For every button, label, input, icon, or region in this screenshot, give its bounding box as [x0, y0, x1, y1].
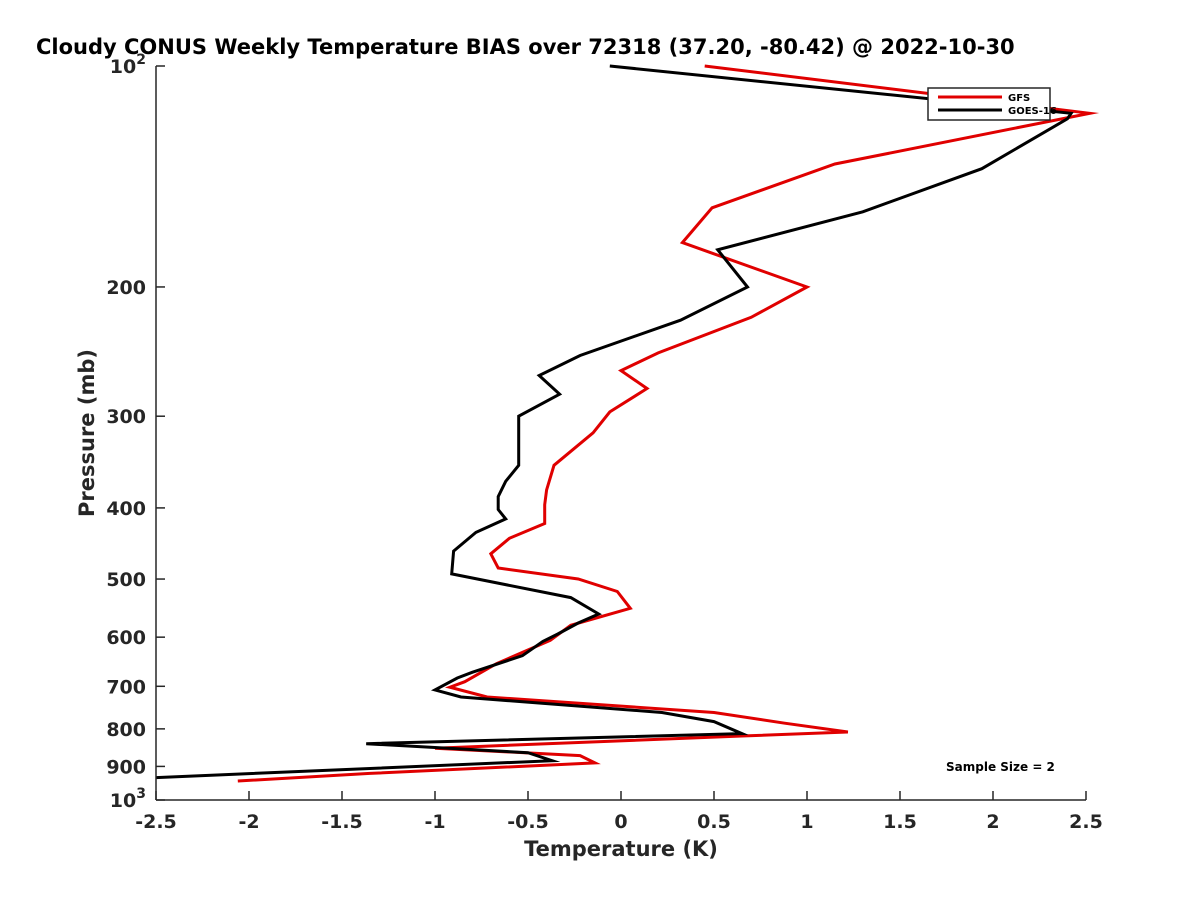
x-tick-label: -0.5: [507, 811, 549, 833]
x-tick-label: 0: [614, 811, 627, 833]
y-tick-label: 900: [106, 756, 146, 778]
y-tick-label: 700: [106, 676, 146, 698]
y-tick-label: 200: [106, 277, 146, 299]
x-tick-label: -1.5: [321, 811, 363, 833]
legend-label-gfs: GFS: [1008, 93, 1030, 104]
x-tick-label: 0.5: [697, 811, 731, 833]
y-tick-label: 600: [106, 627, 146, 649]
y-tick-label: 300: [106, 406, 146, 428]
chart-title: Cloudy CONUS Weekly Temperature BIAS ove…: [36, 35, 1015, 59]
legend: GFS GOES-16: [927, 87, 1057, 121]
y-ticks: 102 200 300 400 500 600 700 800 900 103: [106, 52, 165, 812]
y-axis-label: Pressure (mb): [75, 349, 99, 517]
sample-size-annotation: Sample Size = 2: [946, 760, 1055, 774]
y-tick-label: 400: [106, 498, 146, 520]
y-tick-label: 103: [110, 786, 146, 812]
axes: [155, 66, 1086, 801]
x-axis-label: Temperature (K): [524, 837, 718, 861]
y-tick-label: 102: [110, 52, 146, 78]
x-tick-label: 2.5: [1069, 811, 1103, 833]
legend-box: [927, 87, 1051, 121]
x-tick-label: 1: [800, 811, 813, 833]
series-layer: [155, 64, 1100, 783]
x-tick-label: 2: [986, 811, 999, 833]
legend-label-goes16: GOES-16: [1008, 106, 1057, 117]
x-tick-label: -2.5: [135, 811, 177, 833]
x-ticks: -2.5 -2 -1.5 -1 -0.5 0 0.5 1 1.5 2 2.5: [135, 791, 1103, 833]
x-tick-label: 1.5: [883, 811, 917, 833]
y-tick-label: 800: [106, 719, 146, 741]
series-line-gfs: [237, 64, 1100, 783]
x-tick-label: -2: [238, 811, 259, 833]
series-line-goes16: [155, 64, 1074, 780]
x-tick-label: -1: [424, 811, 445, 833]
y-tick-label: 500: [106, 569, 146, 591]
